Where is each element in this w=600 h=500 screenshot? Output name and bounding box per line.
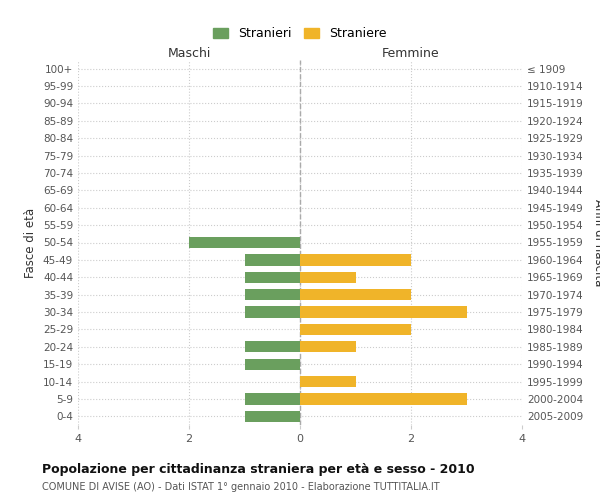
Bar: [245, 289, 300, 300]
Bar: [245, 306, 300, 318]
Text: COMUNE DI AVISE (AO) - Dati ISTAT 1° gennaio 2010 - Elaborazione TUTTITALIA.IT: COMUNE DI AVISE (AO) - Dati ISTAT 1° gen…: [42, 482, 440, 492]
Bar: [245, 394, 300, 404]
Bar: [300, 376, 355, 387]
Text: Popolazione per cittadinanza straniera per età e sesso - 2010: Popolazione per cittadinanza straniera p…: [42, 462, 475, 475]
Y-axis label: Anni di nascita: Anni di nascita: [592, 199, 600, 286]
Bar: [300, 306, 467, 318]
Bar: [300, 254, 411, 266]
Bar: [189, 237, 300, 248]
Bar: [300, 324, 411, 335]
Y-axis label: Fasce di età: Fasce di età: [25, 208, 37, 278]
Bar: [300, 341, 355, 352]
Bar: [245, 341, 300, 352]
Bar: [245, 272, 300, 283]
Legend: Stranieri, Straniere: Stranieri, Straniere: [208, 22, 392, 46]
Text: Femmine: Femmine: [382, 47, 440, 60]
Text: Maschi: Maschi: [167, 47, 211, 60]
Bar: [245, 358, 300, 370]
Bar: [245, 254, 300, 266]
Bar: [300, 289, 411, 300]
Bar: [300, 394, 467, 404]
Bar: [245, 410, 300, 422]
Bar: [300, 272, 355, 283]
